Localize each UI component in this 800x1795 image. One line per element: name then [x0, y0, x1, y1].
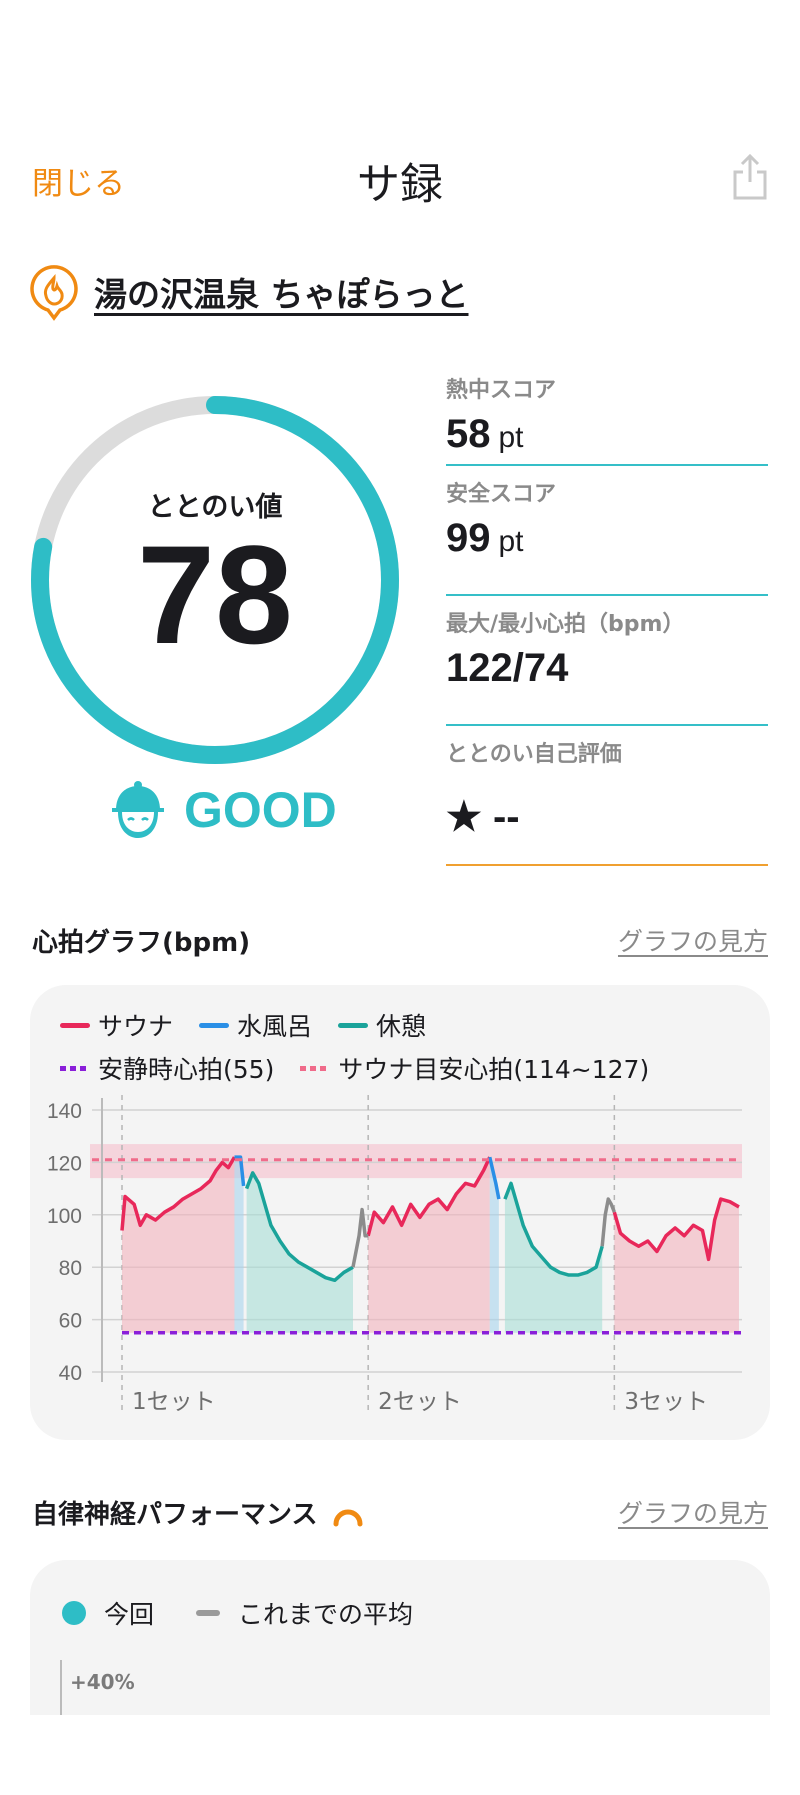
series-line	[120, 1156, 236, 1231]
y-tick-label: 40	[59, 1362, 82, 1385]
ans-tick: +40%	[70, 1670, 135, 1694]
series-line	[234, 1155, 246, 1187]
series-line	[244, 1171, 354, 1283]
stat-label: 最大/最小心拍（bpm）	[446, 612, 685, 637]
legend-resting-hr: 安静時心拍(55)	[60, 1050, 274, 1086]
totonoi-ring-chart	[31, 396, 399, 764]
legend-cold: 水風呂	[199, 1007, 312, 1043]
series-line	[351, 1207, 369, 1268]
heat-score: 熱中スコア 58 pt	[446, 362, 768, 466]
series-line	[488, 1156, 501, 1200]
series-area	[489, 1157, 499, 1333]
series-line	[600, 1197, 616, 1247]
sauna-hat-face-icon	[112, 781, 164, 838]
set-label: 1セット	[132, 1389, 216, 1415]
series-area	[368, 1157, 490, 1333]
self-rating[interactable]: ととのい自己評価 ★ --	[446, 726, 768, 866]
safety-score: 安全スコア 99 pt	[446, 466, 768, 596]
series-line	[366, 1156, 492, 1237]
legend-sauna: サウナ	[60, 1007, 173, 1043]
stat-label: 熱中スコア	[446, 378, 557, 403]
stat-label: ととのい自己評価	[446, 742, 622, 767]
bottom-fade	[0, 1715, 800, 1795]
heart-rate-range: 最大/最小心拍（bpm） 122/74	[446, 596, 768, 726]
set-label: 3セット	[624, 1389, 708, 1415]
totonoi-label: ととのい値	[147, 492, 283, 523]
sauna-flame-icon	[30, 265, 78, 321]
legend-target-hr: サウナ目安心拍(114~127)	[300, 1050, 649, 1086]
series-line	[503, 1181, 604, 1277]
self-rating-value[interactable]: ★ --	[446, 795, 520, 839]
stat-label: 安全スコア	[446, 482, 557, 507]
facility-row[interactable]: 湯の沢温泉 ちゃぽらっと	[28, 262, 469, 322]
totonoi-value: 78	[137, 516, 293, 673]
share-icon[interactable]	[730, 152, 770, 202]
legend-current: 今回	[104, 1600, 155, 1629]
ans-help-link[interactable]: グラフの見方	[617, 1499, 768, 1528]
y-tick-label: 140	[47, 1100, 82, 1123]
y-tick-label: 80	[59, 1257, 82, 1280]
close-button[interactable]: 閉じる	[32, 166, 125, 202]
y-tick-label: 100	[47, 1205, 82, 1228]
grade-text: GOOD	[184, 782, 337, 838]
hr-graph-title: 心拍グラフ(bpm)	[32, 928, 251, 958]
hr-line-chart: 140 120 100 80 60 40 1セット 2セット 3セット	[47, 1095, 742, 1415]
legend-average-dash	[196, 1610, 221, 1616]
header: 閉じる サ録	[0, 140, 800, 210]
totonoi-progress-arc	[31, 396, 399, 764]
page-title: サ録	[357, 160, 443, 210]
series-line	[612, 1197, 740, 1262]
stat-value: 58 pt	[446, 412, 524, 456]
series-area	[246, 1172, 353, 1333]
loading-arc-icon	[333, 1509, 363, 1526]
stat-value: 122/74	[446, 646, 569, 690]
facility-name[interactable]: 湯の沢温泉 ちゃぽらっと	[94, 275, 469, 314]
score-list: 熱中スコア 58 pt 安全スコア 99 pt 最大/最小心拍（bpm） 122/7…	[446, 362, 768, 866]
set-label: 2セット	[378, 1389, 462, 1415]
ans-title: 自律神経パフォーマンス	[32, 1494, 365, 1531]
totonoi-ring: ととのい値 78	[20, 385, 410, 775]
hr-graph-card: サウナ 水風呂 休憩 安静時心拍(55) サウナ目安心拍(114~127) 14…	[30, 985, 770, 1440]
y-tick-label: 60	[59, 1310, 82, 1333]
series-area	[122, 1157, 235, 1333]
hr-legend-row-1: サウナ 水風呂 休憩	[60, 1007, 452, 1043]
hr-legend-row-2: 安静時心拍(55) サウナ目安心拍(114~127)	[60, 1050, 675, 1086]
legend-average: これまでの平均	[238, 1600, 414, 1629]
series-area	[504, 1183, 603, 1333]
hr-graph-help-link[interactable]: グラフの見方	[617, 927, 768, 956]
grade-badge: GOOD	[110, 780, 337, 840]
legend-current-dot	[62, 1601, 86, 1625]
series-area	[234, 1157, 244, 1333]
legend-rest: 休憩	[338, 1007, 426, 1043]
ans-legend: 今回 これまでの平均	[62, 1595, 413, 1631]
y-tick-label: 120	[47, 1152, 82, 1175]
stat-value: 99 pt	[446, 516, 524, 560]
series-area	[614, 1199, 739, 1333]
